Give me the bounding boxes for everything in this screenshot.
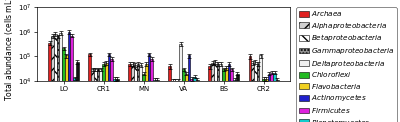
Bar	[150, 59, 153, 122]
Bar	[174, 81, 177, 122]
Bar	[222, 69, 225, 122]
Bar	[145, 64, 148, 122]
Bar	[140, 65, 142, 122]
Bar	[76, 62, 79, 122]
Bar	[91, 69, 94, 122]
Bar	[220, 64, 222, 122]
Bar	[128, 64, 131, 122]
Bar	[214, 62, 217, 122]
Bar	[134, 65, 137, 122]
Bar	[60, 33, 62, 122]
Bar	[276, 80, 279, 122]
Bar	[236, 74, 239, 122]
Bar	[177, 81, 180, 122]
Bar	[51, 36, 54, 122]
Bar	[54, 34, 57, 122]
Bar	[113, 79, 116, 122]
Bar	[233, 80, 236, 122]
Legend: $\mathit{Archaea}$, $\mathit{Alphaproteobacteria}$, $\mathit{Betaproteobacteria}: $\mathit{Archaea}$, $\mathit{Alphaproteo…	[296, 7, 397, 122]
Bar	[260, 55, 262, 122]
Bar	[62, 48, 65, 122]
Bar	[137, 64, 140, 122]
Bar	[193, 77, 196, 122]
Bar	[251, 63, 254, 122]
Bar	[156, 80, 159, 122]
Bar	[105, 63, 108, 122]
Bar	[217, 64, 220, 122]
Bar	[73, 78, 76, 122]
Bar	[171, 81, 174, 122]
Bar	[88, 54, 91, 122]
Bar	[97, 69, 100, 122]
Bar	[262, 79, 265, 122]
Bar	[248, 56, 251, 122]
Bar	[268, 74, 270, 122]
Bar	[265, 79, 268, 122]
Bar	[180, 44, 182, 122]
Y-axis label: Total abundance (cells mL$^{-1}$): Total abundance (cells mL$^{-1}$)	[3, 0, 16, 101]
Bar	[65, 55, 68, 122]
Bar	[196, 80, 199, 122]
Bar	[168, 66, 171, 122]
Bar	[185, 74, 188, 122]
Bar	[228, 64, 230, 122]
Bar	[102, 64, 105, 122]
Bar	[68, 32, 70, 122]
Bar	[230, 69, 233, 122]
Bar	[116, 79, 119, 122]
Bar	[208, 66, 211, 122]
Bar	[273, 73, 276, 122]
Bar	[94, 69, 97, 122]
Bar	[254, 62, 257, 122]
Bar	[182, 69, 185, 122]
Bar	[70, 36, 73, 122]
Bar	[211, 63, 214, 122]
Bar	[57, 36, 60, 122]
Bar	[142, 74, 145, 122]
Bar	[110, 59, 113, 122]
Bar	[188, 55, 190, 122]
Bar	[131, 64, 134, 122]
Bar	[190, 79, 193, 122]
Bar	[48, 43, 51, 122]
Bar	[108, 54, 110, 122]
Bar	[100, 69, 102, 122]
Bar	[270, 73, 273, 122]
Bar	[257, 64, 260, 122]
Bar	[225, 68, 228, 122]
Bar	[153, 80, 156, 122]
Bar	[148, 54, 150, 122]
